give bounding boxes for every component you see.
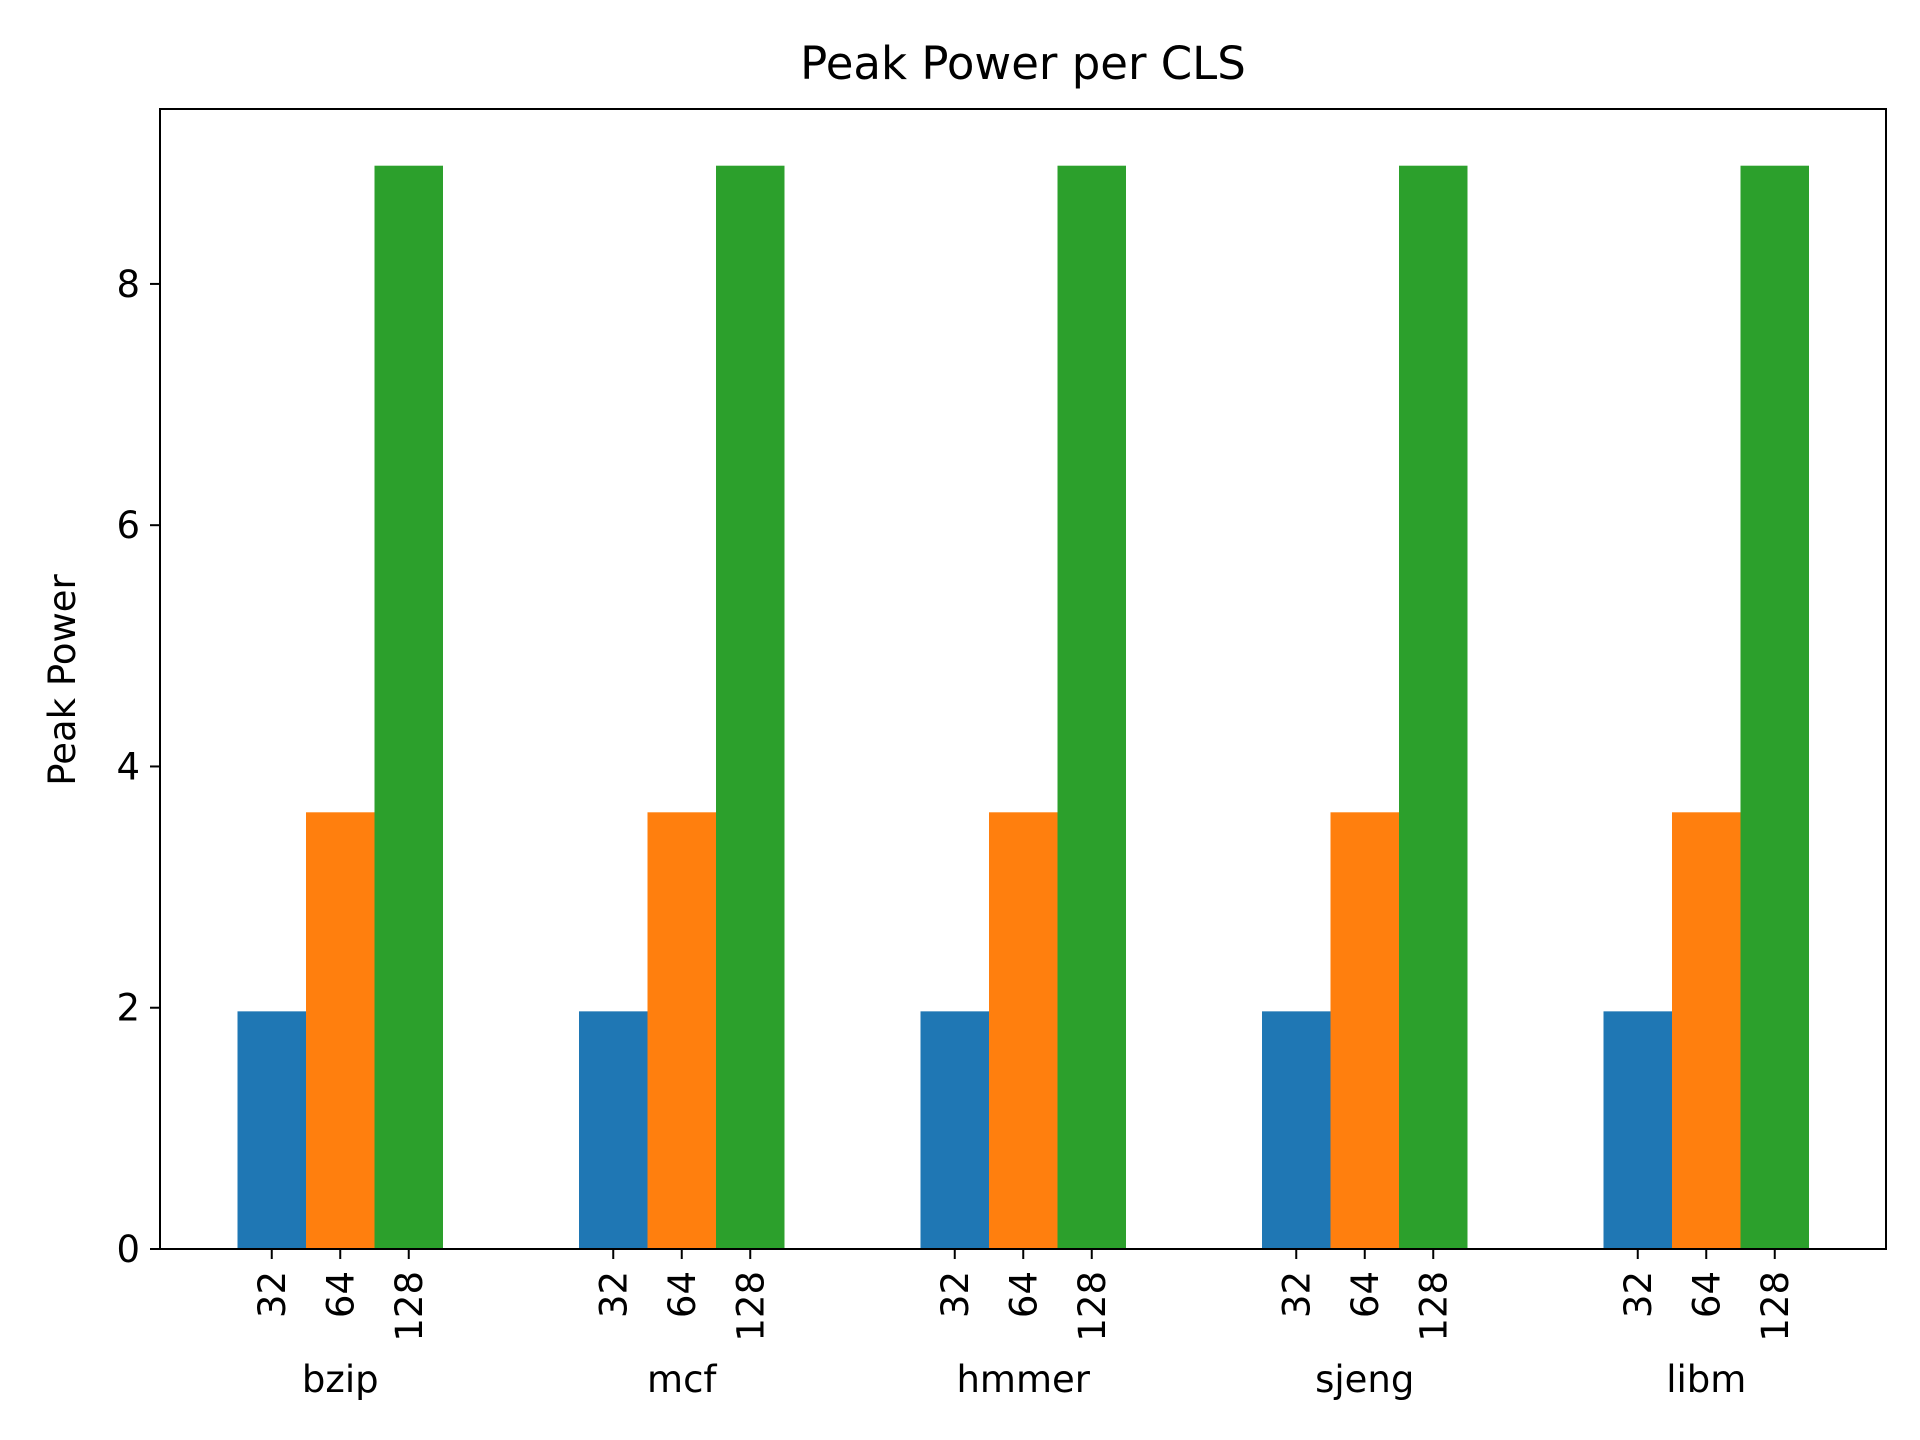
bar-bzip-128 [374, 165, 443, 1250]
x-tick-label: 64 [1002, 1271, 1045, 1318]
x-tick-label: 32 [1275, 1271, 1318, 1318]
bar-libm-64 [1672, 812, 1741, 1249]
x-tick-label: 32 [1617, 1271, 1660, 1318]
group-label-sjeng: sjeng [1315, 1358, 1414, 1401]
x-tick-label: 128 [388, 1271, 431, 1342]
chart-title: Peak Power per CLS [800, 37, 1246, 90]
y-tick-label: 6 [116, 504, 140, 547]
x-tick-label: 64 [1344, 1271, 1387, 1318]
y-axis-label: Peak Power [41, 573, 84, 785]
group-label-libm: libm [1666, 1358, 1746, 1401]
y-tick-label: 0 [116, 1228, 140, 1271]
x-tick-label: 128 [1071, 1271, 1114, 1342]
x-tick-label: 128 [1754, 1271, 1797, 1342]
y-axis: 0 2 4 6 8 [116, 263, 160, 1271]
bar-bzip-32 [237, 1011, 306, 1249]
x-tick-label: 32 [251, 1271, 294, 1318]
bar-sjeng-128 [1399, 165, 1468, 1250]
bar-hmmer-32 [920, 1011, 989, 1249]
y-tick-label: 8 [116, 263, 140, 306]
x-tick-label: 32 [934, 1271, 977, 1318]
bar-libm-128 [1740, 165, 1809, 1250]
x-tick-label: 32 [592, 1271, 635, 1318]
bar-mcf-128 [716, 165, 785, 1250]
x-tick-label: 128 [1412, 1271, 1455, 1342]
bar-mcf-32 [579, 1011, 648, 1249]
group-label-mcf: mcf [647, 1358, 717, 1401]
y-tick-label: 2 [116, 987, 140, 1030]
group-label-bzip: bzip [302, 1358, 379, 1401]
bar-mcf-64 [647, 812, 716, 1249]
x-tick-label: 64 [319, 1271, 362, 1318]
bar-hmmer-128 [1057, 165, 1126, 1250]
bar-sjeng-32 [1262, 1011, 1331, 1249]
plot-frame [159, 108, 1887, 1250]
bars-layer [237, 165, 1809, 1250]
group-label-hmmer: hmmer [956, 1358, 1090, 1401]
x-tick-label: 64 [661, 1271, 704, 1318]
bar-libm-32 [1603, 1011, 1672, 1249]
x-tick-label: 128 [729, 1271, 772, 1342]
x-tick-label: 64 [1685, 1271, 1728, 1318]
bar-hmmer-64 [989, 812, 1058, 1249]
bar-sjeng-64 [1330, 812, 1399, 1249]
bar-bzip-64 [306, 812, 375, 1249]
y-tick-label: 4 [116, 745, 140, 788]
